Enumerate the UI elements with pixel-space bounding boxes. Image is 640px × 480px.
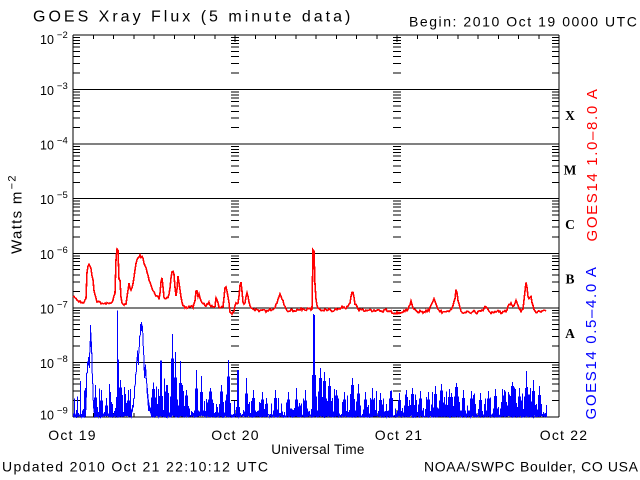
svg-text:A: A (565, 326, 575, 341)
svg-text:NOAA/SWPC Boulder, CO USA: NOAA/SWPC Boulder, CO USA (424, 459, 639, 475)
svg-text:10−3: 10 −3 (40, 81, 68, 98)
svg-text:X: X (565, 108, 575, 123)
svg-text:GOES14 0.5–4.0 A: GOES14 0.5–4.0 A (583, 266, 600, 420)
svg-text:B: B (565, 272, 574, 287)
svg-text:10−9: 10 −9 (40, 406, 68, 423)
svg-text:10−7: 10 −7 (40, 299, 68, 316)
svg-text:Watts m−2: Watts m−2 (7, 174, 26, 254)
svg-text:GOES Xray Flux (5 minute data): GOES Xray Flux (5 minute data) (33, 9, 353, 26)
svg-text:Oct 20: Oct 20 (211, 427, 259, 443)
svg-text:Oct 19: Oct 19 (48, 427, 96, 443)
svg-text:10−5: 10 −5 (40, 190, 68, 207)
svg-text:GOES14 1.0–8.0 A: GOES14 1.0–8.0 A (584, 88, 601, 242)
svg-text:Updated 2010 Oct 21 22:10:12 U: Updated 2010 Oct 21 22:10:12 UTC (2, 459, 269, 475)
svg-text:10−4: 10 −4 (40, 136, 68, 153)
svg-text:Universal Time: Universal Time (271, 442, 364, 457)
svg-text:Oct 21: Oct 21 (375, 427, 423, 443)
svg-text:C: C (565, 217, 575, 232)
svg-text:M: M (564, 163, 577, 178)
svg-text:Oct 22: Oct 22 (540, 427, 588, 443)
svg-text:10−2: 10 −2 (40, 30, 68, 47)
svg-text:10−8: 10 −8 (40, 354, 68, 371)
svg-text:10−6: 10 −6 (40, 245, 68, 262)
svg-text:Begin: 2010 Oct 19 0000 UTC: Begin: 2010 Oct 19 0000 UTC (409, 14, 638, 30)
